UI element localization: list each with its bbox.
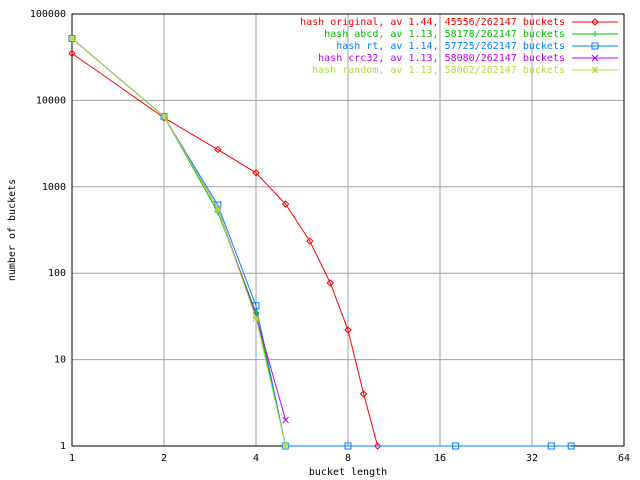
y-tick-label: 10000 xyxy=(36,95,66,106)
legend-marker xyxy=(591,54,599,62)
x-tick-label: 8 xyxy=(345,453,351,464)
point xyxy=(214,205,222,213)
legend-marker xyxy=(591,66,599,74)
point xyxy=(214,145,222,154)
legend-label: hash crc32, av 1.13, 58080/262147 bucket… xyxy=(318,53,565,64)
point xyxy=(344,442,352,450)
point xyxy=(452,442,460,450)
x-tick-label: 4 xyxy=(253,453,259,464)
legend-marker xyxy=(591,42,599,50)
x-tick-label: 32 xyxy=(526,453,538,464)
x-axis-label: bucket length xyxy=(309,467,387,478)
y-tick-label: 100 xyxy=(48,268,66,279)
point xyxy=(282,416,289,424)
y-axis-label: number of buckets xyxy=(7,179,18,281)
point xyxy=(252,315,260,322)
y-tick-label: 1 xyxy=(60,441,66,452)
y-tick-label: 10 xyxy=(54,355,66,366)
point xyxy=(68,49,76,58)
x-tick-label: 64 xyxy=(618,453,630,464)
point xyxy=(306,237,314,245)
point xyxy=(547,442,555,450)
legend-label: hash abcd, av 1.13, 58178/262147 buckets xyxy=(324,29,565,40)
x-tick-label: 16 xyxy=(434,453,446,464)
series-line xyxy=(71,52,379,447)
point xyxy=(326,279,334,287)
point xyxy=(160,113,168,120)
y-tick-label: 100000 xyxy=(30,9,66,20)
point xyxy=(282,442,289,450)
x-tick-label: 1 xyxy=(69,453,75,464)
point xyxy=(344,326,352,334)
x-tick-label: 2 xyxy=(161,453,167,464)
legend-label: hash random, av 1.13, 58062/262147 bucke… xyxy=(312,65,565,76)
point xyxy=(281,200,290,208)
legend-marker xyxy=(591,18,599,26)
point xyxy=(68,35,76,42)
legend-label: hash rt, av 1.14, 57725/262147 buckets xyxy=(336,41,565,52)
point xyxy=(359,390,368,398)
legend-marker xyxy=(592,31,598,37)
legend-label: hash original, av 1.44, 45556/262147 buc… xyxy=(300,17,565,28)
y-tick-label: 1000 xyxy=(42,182,66,193)
point xyxy=(252,169,260,177)
point xyxy=(567,442,575,450)
